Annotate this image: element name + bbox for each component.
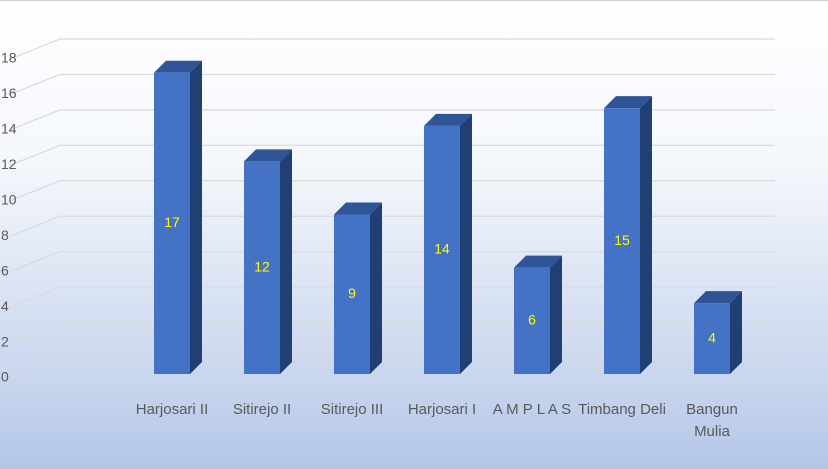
x-tick-label: Sitirejo II <box>232 401 292 418</box>
y-tick-label: 10 <box>1 191 17 207</box>
y-tick-label: 6 <box>1 262 9 278</box>
data-label: 17 <box>164 214 180 230</box>
grid-line <box>9 215 775 237</box>
data-label: 14 <box>434 241 450 257</box>
y-tick-label: 14 <box>1 121 17 137</box>
y-tick-label: 18 <box>1 50 17 66</box>
data-label: 12 <box>254 258 270 274</box>
y-tick-label: 4 <box>1 298 9 314</box>
grid-line <box>9 73 775 96</box>
x-tick-label: Sitirejo III <box>320 401 384 418</box>
grid-line <box>9 144 775 166</box>
data-label: 15 <box>614 232 630 248</box>
bar <box>694 291 742 374</box>
bar <box>244 149 292 374</box>
data-label: 9 <box>348 285 356 301</box>
y-tick-label: 16 <box>1 85 17 101</box>
bar <box>424 113 472 374</box>
bar <box>604 96 652 375</box>
grid-line <box>9 180 775 202</box>
grid-line <box>9 286 775 308</box>
x-tick-label: A M P L A S <box>492 401 572 418</box>
grid-line <box>9 251 775 273</box>
y-tick-label: 0 <box>1 369 9 385</box>
grid-line <box>9 321 775 344</box>
data-label: 4 <box>708 329 716 345</box>
x-tick-label: Harjosari I <box>407 401 477 418</box>
y-tick-label: 12 <box>1 156 17 172</box>
grid-line <box>9 38 775 60</box>
grid-line <box>9 357 775 379</box>
data-label: 6 <box>528 312 536 328</box>
bar <box>154 60 202 374</box>
x-tick-label: Bangun Mulia <box>686 401 738 440</box>
y-tick-label: 8 <box>1 227 9 243</box>
bar <box>334 202 382 374</box>
bar <box>514 255 562 374</box>
grid-line <box>9 109 775 131</box>
y-tick-label: 2 <box>1 333 9 349</box>
x-tick-label: Harjosari II <box>135 401 209 418</box>
x-tick-label: Timbang Deli <box>578 401 666 418</box>
